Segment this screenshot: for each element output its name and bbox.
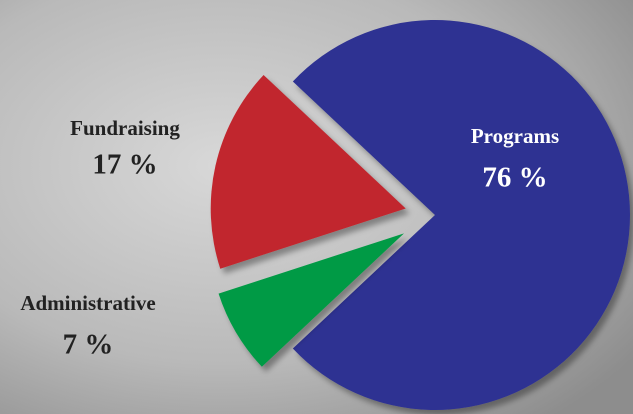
labels: Programs 76 % Fundraising 17 % Administrativ… [20,116,559,361]
category-label: Programs [471,124,559,148]
value-label: 17 % [92,149,157,181]
category-label: Administrative [20,291,155,315]
value-label: 7 % [63,329,114,361]
value-label: 76 % [482,162,547,194]
category-label: Fundraising [70,116,180,140]
pie-slice [292,20,630,411]
pie-slice [210,74,406,269]
pie-slice [218,233,405,367]
pie [210,20,630,411]
